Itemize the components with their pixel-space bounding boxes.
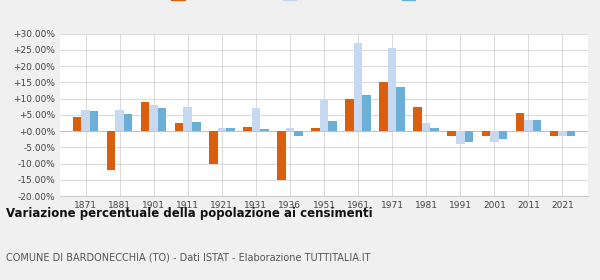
Bar: [251, 108, 260, 131]
Bar: [158, 108, 166, 131]
Bar: [328, 121, 337, 131]
Bar: [218, 129, 226, 131]
Bar: [175, 123, 184, 131]
Bar: [192, 122, 200, 131]
Bar: [567, 131, 575, 136]
Bar: [226, 128, 235, 131]
Bar: [81, 110, 90, 131]
Bar: [294, 131, 303, 136]
Bar: [515, 113, 524, 131]
Bar: [107, 131, 115, 170]
Bar: [141, 102, 149, 131]
Bar: [464, 131, 473, 143]
Bar: [448, 131, 456, 136]
Bar: [260, 129, 269, 131]
Bar: [456, 131, 464, 144]
Bar: [115, 110, 124, 131]
Bar: [277, 131, 286, 180]
Bar: [482, 131, 490, 136]
Bar: [388, 48, 397, 131]
Bar: [413, 107, 422, 131]
Bar: [320, 100, 328, 131]
Bar: [124, 114, 133, 131]
Bar: [354, 43, 362, 131]
Bar: [184, 107, 192, 131]
Bar: [499, 131, 507, 139]
Bar: [286, 128, 294, 131]
Bar: [73, 117, 81, 131]
Bar: [397, 87, 405, 131]
Bar: [550, 131, 558, 136]
Bar: [345, 99, 354, 131]
Bar: [379, 82, 388, 131]
Bar: [311, 128, 320, 131]
Bar: [524, 120, 533, 131]
Bar: [90, 111, 98, 131]
Text: COMUNE DI BARDONECCHIA (TO) - Dati ISTAT - Elaborazione TUTTITALIA.IT: COMUNE DI BARDONECCHIA (TO) - Dati ISTAT…: [6, 252, 371, 262]
Bar: [149, 105, 158, 131]
Bar: [362, 95, 371, 131]
Text: Variazione percentuale della popolazione ai censimenti: Variazione percentuale della popolazione…: [6, 207, 373, 220]
Bar: [422, 123, 430, 131]
Legend: Bardonecchia, Provincia di TO, Piemonte: Bardonecchia, Provincia di TO, Piemonte: [172, 0, 476, 1]
Bar: [558, 131, 567, 136]
Bar: [209, 131, 218, 164]
Bar: [490, 131, 499, 143]
Bar: [430, 128, 439, 131]
Bar: [533, 120, 541, 131]
Bar: [243, 127, 251, 131]
